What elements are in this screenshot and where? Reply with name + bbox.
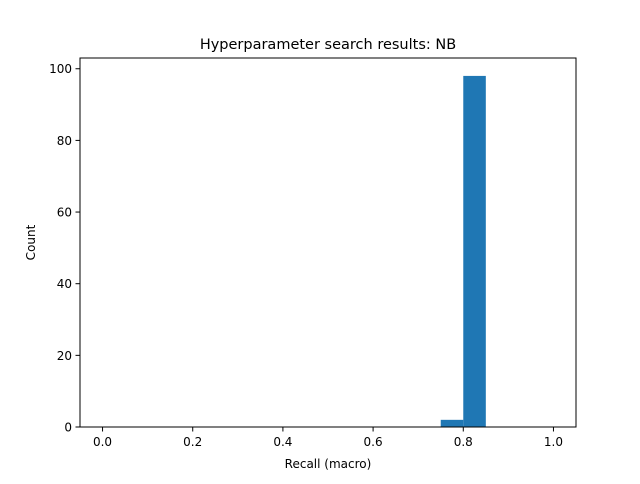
y-tick-label-2: 40 bbox=[57, 277, 72, 291]
y-tick-label-4: 80 bbox=[57, 134, 72, 148]
y-axis-ticks: 0 20 40 60 80 100 bbox=[49, 62, 80, 435]
x-tick-label-1: 0.2 bbox=[183, 435, 202, 449]
x-tick-label-4: 0.8 bbox=[454, 435, 473, 449]
bars-group bbox=[440, 75, 486, 427]
plot-area: 0.0 0.2 0.4 0.6 0.8 1.0 0 20 40 60 80 100 bbox=[49, 57, 577, 449]
x-tick-label-5: 1.0 bbox=[544, 435, 563, 449]
chart-title: Hyperparameter search results: NB bbox=[200, 37, 456, 53]
x-tick-label-3: 0.6 bbox=[364, 435, 383, 449]
x-axis-ticks: 0.0 0.2 0.4 0.6 0.8 1.0 bbox=[93, 427, 563, 449]
y-tick-label-1: 20 bbox=[57, 349, 72, 363]
y-axis-label: Count bbox=[24, 224, 38, 260]
plot-background bbox=[80, 58, 576, 427]
y-tick-label-3: 60 bbox=[57, 206, 72, 220]
histogram-bar-1 bbox=[463, 75, 486, 427]
plot-frame bbox=[79, 57, 577, 428]
y-tick-label-0: 0 bbox=[64, 421, 72, 435]
x-tick-label-2: 0.4 bbox=[273, 435, 292, 449]
y-tick-label-5: 100 bbox=[49, 62, 72, 76]
x-tick-label-0: 0.0 bbox=[93, 435, 112, 449]
histogram-bar-0 bbox=[440, 419, 464, 427]
x-axis-label: Recall (macro) bbox=[285, 457, 372, 471]
